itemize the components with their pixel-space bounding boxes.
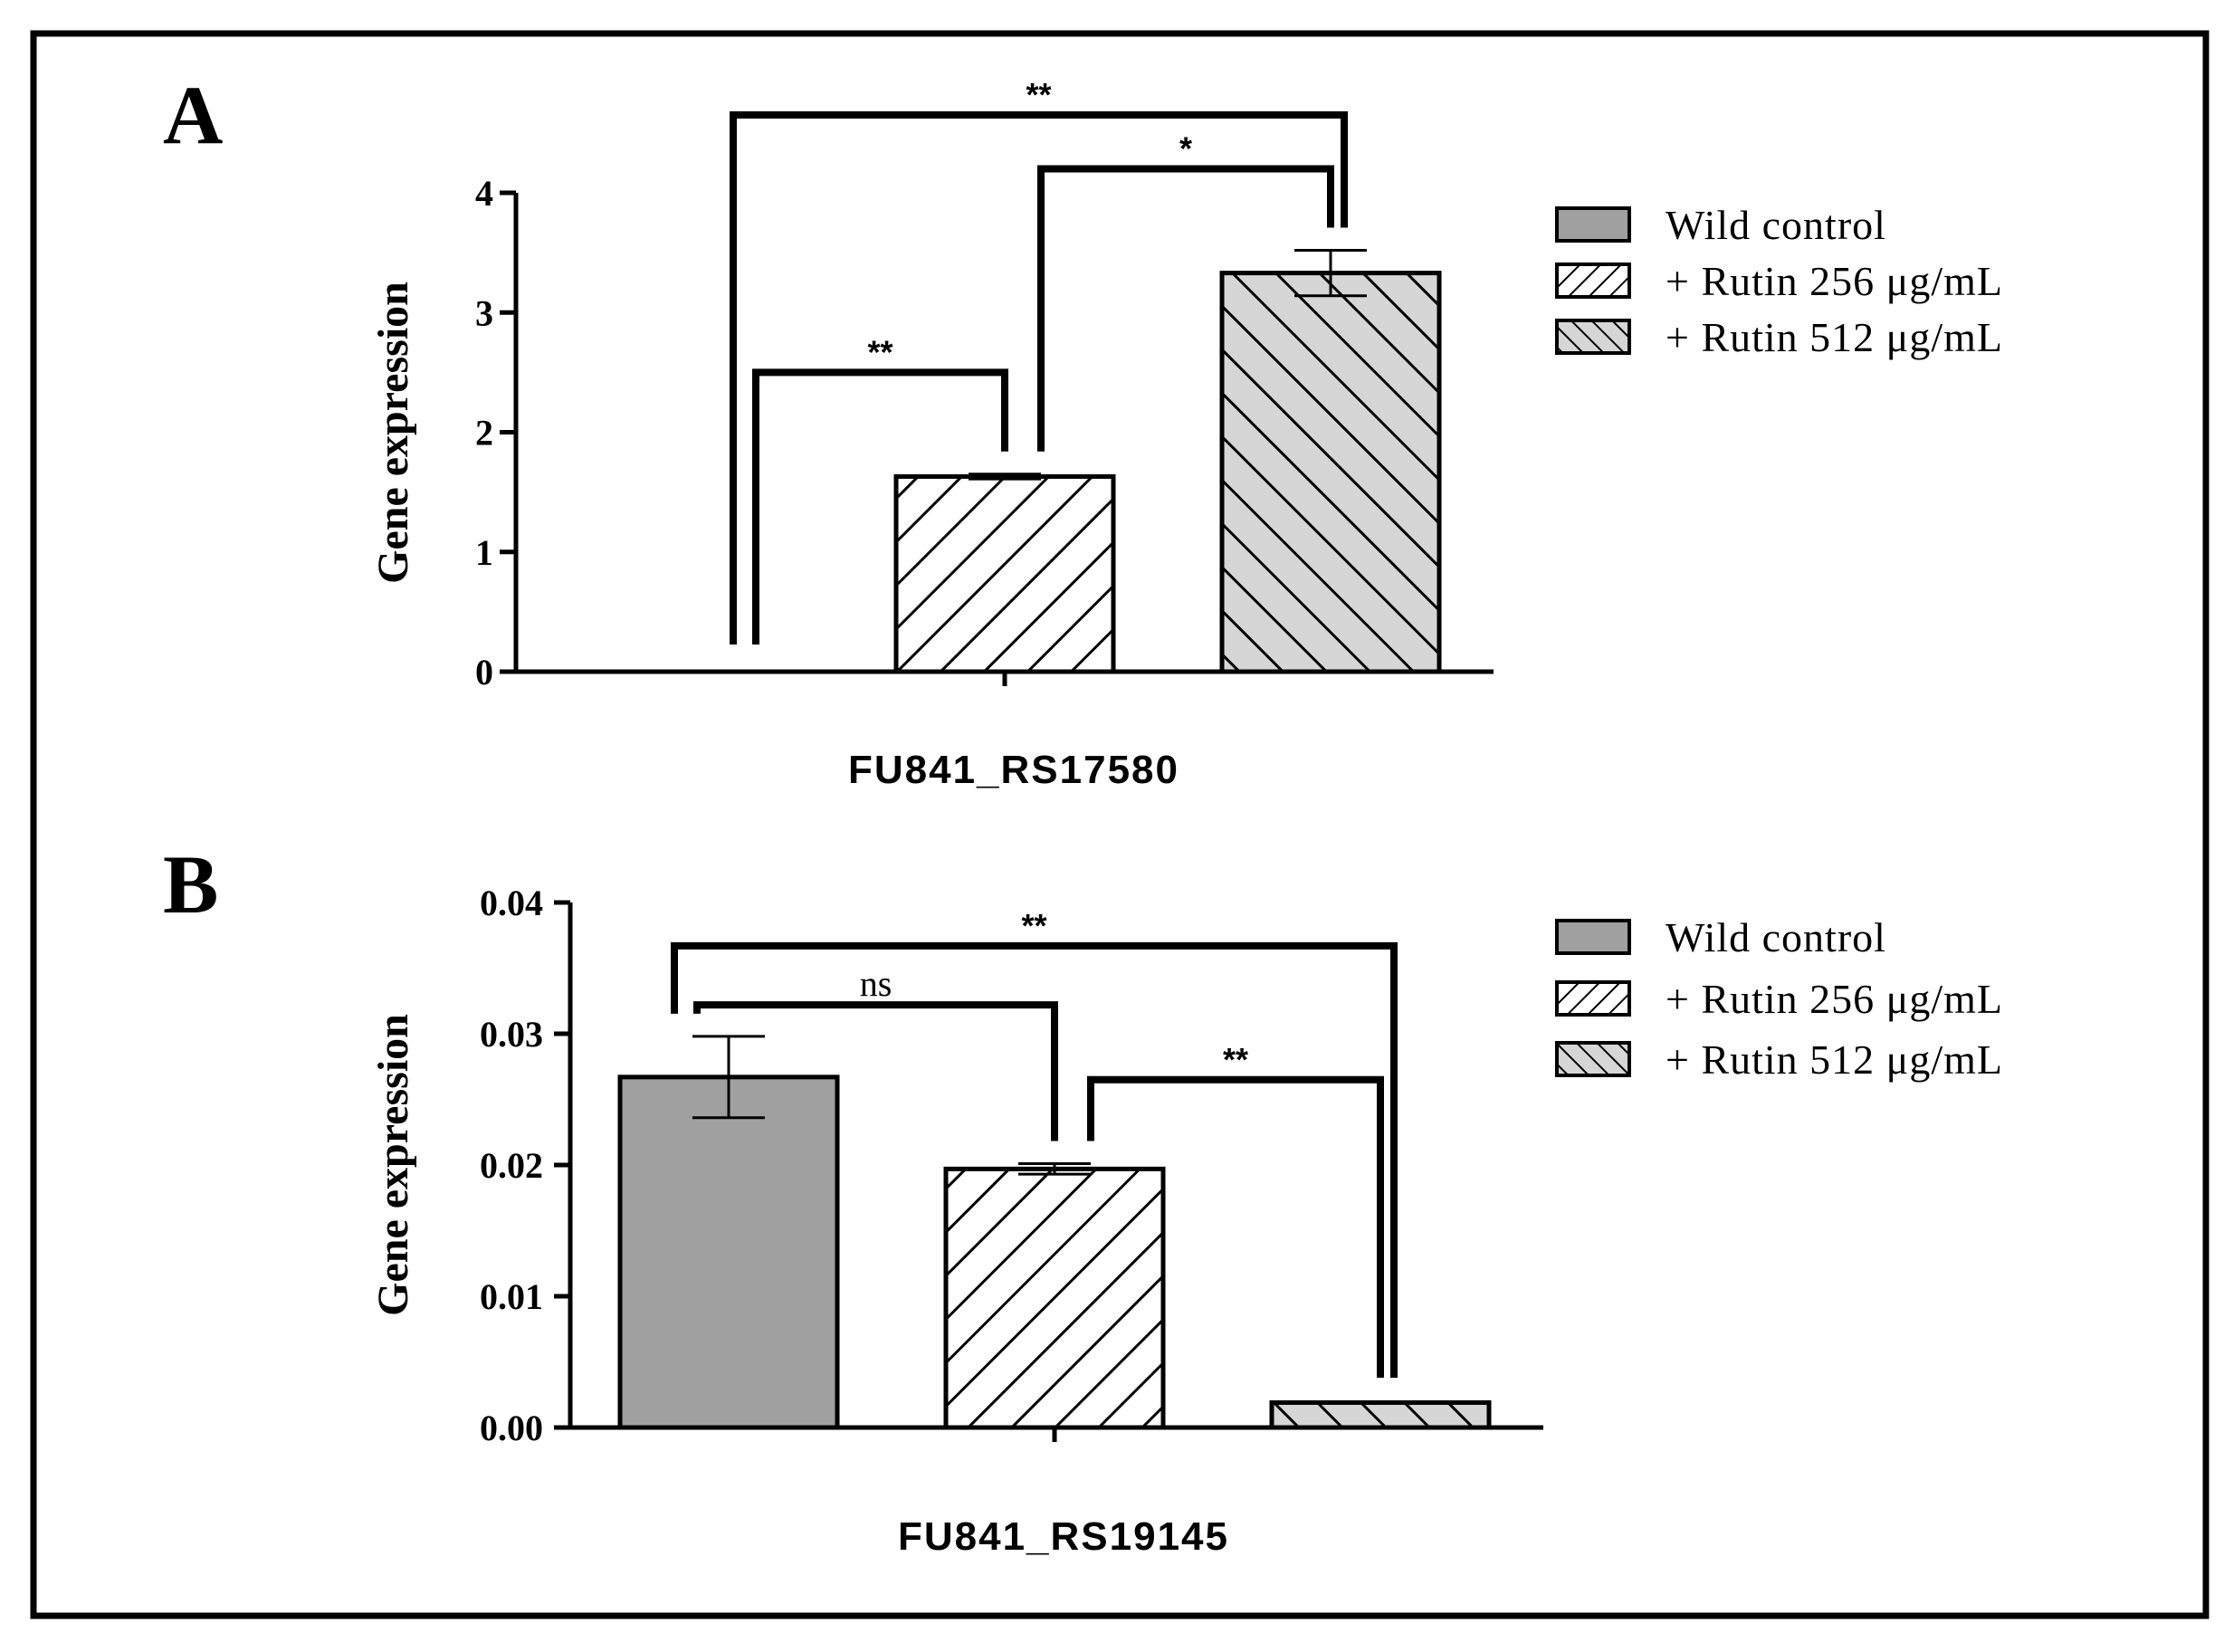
significance-label: **: [1026, 76, 1051, 113]
legend-label: Wild control: [1666, 914, 1886, 960]
significance-bracket: [693, 1001, 1058, 1141]
legend-swatch: [1555, 206, 1631, 243]
y-tick-label: 0.00: [480, 1408, 543, 1448]
chart-panel-b: 0.00 0.01 0.02 0.03 0.04 Gene expression FU841…: [369, 883, 2003, 1559]
bar-1: [893, 473, 1116, 674]
x-axis-label: FU841_RS19145: [898, 1514, 1229, 1559]
panel-letter-a: A: [163, 69, 223, 161]
y-tick-label: 0.01: [480, 1276, 543, 1317]
y-tick-label: 0.04: [480, 883, 543, 923]
legend-swatch: [1555, 319, 1631, 355]
legend-swatch: [1555, 263, 1631, 299]
legend-label: Wild control: [1666, 202, 1886, 248]
y-tick-label: 0.02: [480, 1145, 543, 1186]
significance-bracket: [730, 111, 1348, 645]
significance-label: **: [1223, 1041, 1248, 1078]
legend-label: + Rutin 512 μg/mL: [1666, 1036, 2003, 1083]
significance-label: ns: [860, 963, 892, 1004]
y-tick-label: 3: [475, 292, 493, 333]
significance-label: **: [1021, 907, 1046, 944]
y-tick-label: 0: [475, 652, 493, 692]
legend-swatch: [1555, 980, 1631, 1017]
bar-1: [943, 1166, 1166, 1430]
significance-label: *: [1179, 130, 1192, 167]
y-tick-label: 0.03: [480, 1014, 543, 1055]
y-axis-label: Gene expression: [369, 1014, 417, 1316]
x-axis-label: FU841_RS17580: [848, 748, 1179, 792]
legend-swatch: [1555, 919, 1631, 955]
y-tick-label: 2: [475, 413, 493, 454]
legend-swatch: [1555, 1041, 1631, 1077]
significance-label: **: [867, 333, 892, 370]
significance-bracket: [1087, 1075, 1384, 1378]
legend-label: + Rutin 256 μg/mL: [1666, 976, 2003, 1022]
panel-letter-b: B: [163, 838, 218, 931]
legend-label: + Rutin 256 μg/mL: [1666, 258, 2003, 304]
y-tick-label: 4: [475, 173, 493, 214]
y-tick-label: 1: [475, 532, 493, 573]
y-axis-label: Gene expression: [369, 282, 417, 584]
bar-2: [1269, 1399, 1492, 1430]
legend-label: + Rutin 512 μg/mL: [1666, 314, 2003, 360]
bar-2: [1219, 271, 1442, 674]
significance-bracket: [671, 941, 1398, 1378]
figure-frame: [30, 30, 2210, 1619]
bar-0: [617, 1074, 840, 1430]
significance-bracket: [752, 368, 1008, 645]
significance-bracket: [1037, 165, 1334, 452]
